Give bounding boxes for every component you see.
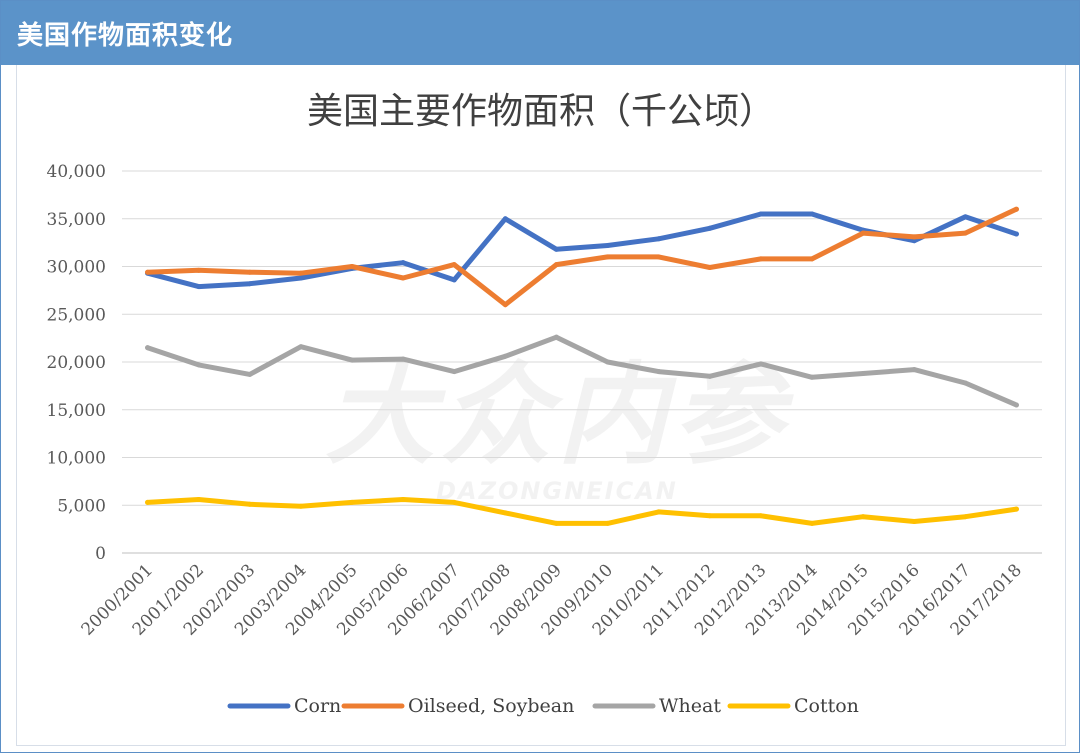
series-line-oilseed-soybean xyxy=(145,206,1019,308)
data-point-corn xyxy=(1013,231,1019,237)
data-point-corn xyxy=(605,242,611,248)
data-point-oilseed-soybean xyxy=(349,264,355,269)
y-tick-label: 15,000 xyxy=(47,401,106,421)
y-tick-label: 5,000 xyxy=(57,496,106,516)
data-point-wheat xyxy=(962,380,968,386)
data-point-oilseed-soybean xyxy=(298,270,304,276)
data-point-cotton xyxy=(758,513,764,519)
data-point-wheat xyxy=(553,334,559,340)
line-chart: 美国主要作物面积（千公顷） 0 5,000 10,000 15,000 20,000 25… xyxy=(47,91,1042,717)
legend-label-wheat: Wheat xyxy=(659,695,721,717)
data-point-wheat xyxy=(502,353,508,359)
header-title: 美国作物面积变化 xyxy=(17,21,234,51)
data-point-oilseed-soybean xyxy=(196,267,202,273)
data-point-cotton xyxy=(1013,506,1019,512)
series-lines xyxy=(145,206,1019,526)
data-point-oilseed-soybean xyxy=(656,254,662,260)
series-line-corn xyxy=(145,211,1019,290)
data-point-oilseed-soybean xyxy=(860,230,866,236)
data-point-corn xyxy=(451,277,457,283)
data-point-oilseed-soybean xyxy=(145,269,151,275)
data-point-cotton xyxy=(502,510,508,516)
data-point-corn xyxy=(502,216,508,222)
data-point-cotton xyxy=(196,497,202,503)
data-point-wheat xyxy=(1013,402,1019,408)
data-point-wheat xyxy=(196,362,202,368)
data-point-corn xyxy=(707,225,713,231)
data-point-corn xyxy=(196,284,202,290)
data-point-oilseed-soybean xyxy=(605,254,611,260)
data-point-wheat xyxy=(707,373,713,379)
data-point-cotton xyxy=(553,520,559,526)
data-point-oilseed-soybean xyxy=(400,275,406,281)
data-point-cotton xyxy=(809,520,815,526)
data-point-cotton xyxy=(145,499,151,505)
y-tick-label: 10,000 xyxy=(47,449,106,469)
data-point-wheat xyxy=(247,371,253,377)
data-point-cotton xyxy=(656,509,662,515)
data-point-cotton xyxy=(247,501,253,507)
series-line-wheat xyxy=(145,334,1019,408)
data-point-corn xyxy=(400,260,406,266)
data-point-oilseed-soybean xyxy=(451,262,457,268)
data-point-cotton xyxy=(605,520,611,526)
legend: Corn Oilseed, Soybean Wheat Cotton xyxy=(227,695,859,717)
data-point-cotton xyxy=(860,514,866,520)
data-point-corn xyxy=(553,246,559,252)
data-point-oilseed-soybean xyxy=(911,234,917,240)
header-bar: 美国作物面积变化 xyxy=(1,1,1079,65)
legend-label-cotton: Cotton xyxy=(794,695,859,717)
y-tick-label: 30,000 xyxy=(47,258,106,278)
data-point-wheat xyxy=(298,344,304,350)
data-point-corn xyxy=(809,211,815,217)
legend-label-corn: Corn xyxy=(294,695,341,717)
chart-area: 大众内参 DAZONGNEICAN 美国主要作物面积（千公顷） 0 5,000 10… xyxy=(16,65,1066,746)
data-point-wheat xyxy=(451,369,457,375)
data-point-wheat xyxy=(400,356,406,362)
data-point-cotton xyxy=(298,503,304,509)
data-point-corn xyxy=(656,236,662,242)
data-point-corn xyxy=(962,214,968,220)
data-point-corn xyxy=(298,275,304,281)
data-point-wheat xyxy=(605,359,611,365)
data-point-wheat xyxy=(758,361,764,367)
data-point-cotton xyxy=(911,518,917,524)
data-point-oilseed-soybean xyxy=(758,256,764,262)
data-point-corn xyxy=(758,211,764,217)
data-point-wheat xyxy=(911,367,917,373)
data-point-oilseed-soybean xyxy=(809,256,815,262)
data-point-oilseed-soybean xyxy=(707,264,713,270)
data-point-cotton xyxy=(962,514,968,520)
data-point-oilseed-soybean xyxy=(247,269,253,275)
data-point-corn xyxy=(911,238,917,244)
data-point-cotton xyxy=(349,499,355,505)
y-tick-label: 40,000 xyxy=(47,162,106,182)
data-point-wheat xyxy=(809,374,815,380)
data-point-wheat xyxy=(860,370,866,376)
series-line-cotton xyxy=(145,497,1019,526)
legend-label-oilseed-soybean: Oilseed, Soybean xyxy=(408,695,574,717)
data-point-oilseed-soybean xyxy=(553,262,559,268)
chart-title: 美国主要作物面积（千公顷） xyxy=(307,91,775,132)
data-point-oilseed-soybean xyxy=(1013,206,1019,212)
gridlines xyxy=(122,170,1042,554)
data-point-cotton xyxy=(707,513,713,519)
y-axis-ticks: 0 5,000 10,000 15,000 20,000 25,000 30,000 35,0… xyxy=(47,162,106,564)
data-point-wheat xyxy=(145,345,151,351)
y-tick-label: 0 xyxy=(95,544,106,564)
data-point-wheat xyxy=(349,357,355,363)
y-tick-label: 35,000 xyxy=(47,210,106,230)
data-point-oilseed-soybean xyxy=(502,302,508,308)
data-point-oilseed-soybean xyxy=(962,230,968,236)
y-tick-label: 20,000 xyxy=(47,353,106,373)
y-tick-label: 25,000 xyxy=(47,305,106,325)
data-point-wheat xyxy=(656,369,662,375)
x-axis-ticks: 2000/20012001/20022002/20032003/20042004… xyxy=(78,560,1026,639)
data-point-cotton xyxy=(400,497,406,503)
data-point-cotton xyxy=(451,499,457,505)
data-point-corn xyxy=(247,281,253,287)
